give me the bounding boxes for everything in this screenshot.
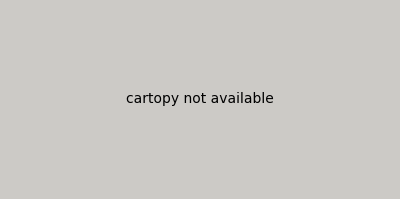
- Text: cartopy not available: cartopy not available: [126, 93, 274, 106]
